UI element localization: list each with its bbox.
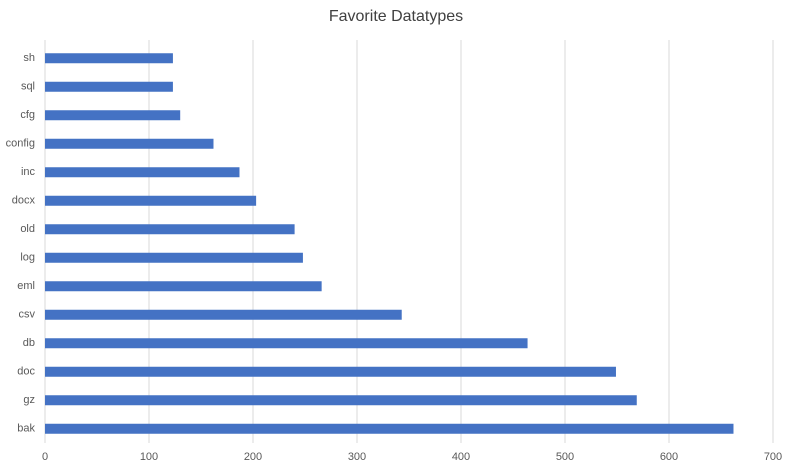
x-tick-label: 500 — [556, 451, 574, 463]
bar — [45, 252, 303, 263]
y-tick-label: csv — [19, 309, 36, 321]
y-tick-label: old — [20, 223, 35, 235]
bar — [45, 224, 295, 235]
y-tick-label: config — [6, 138, 35, 150]
x-tick-label: 300 — [348, 451, 366, 463]
bar — [45, 309, 402, 320]
bar — [45, 395, 637, 406]
y-tick-label: inc — [21, 166, 36, 178]
x-tick-label: 200 — [244, 451, 262, 463]
bar — [45, 138, 214, 149]
y-tick-label: cfg — [20, 109, 35, 121]
y-tick-label: db — [23, 337, 35, 349]
bar — [45, 195, 257, 206]
bar — [45, 423, 734, 434]
bar — [45, 338, 528, 349]
x-tick-label: 100 — [140, 451, 158, 463]
bar — [45, 281, 322, 292]
bar — [45, 53, 173, 64]
y-tick-label: sql — [21, 81, 35, 93]
bar — [45, 167, 240, 178]
y-tick-label: gz — [23, 394, 35, 406]
bar — [45, 81, 173, 92]
x-tick-label: 600 — [660, 451, 678, 463]
y-tick-label: docx — [12, 195, 36, 207]
x-tick-label: 400 — [452, 451, 470, 463]
y-tick-label: doc — [17, 366, 35, 378]
bar — [45, 366, 616, 377]
x-tick-label: 0 — [42, 451, 48, 463]
y-tick-label: eml — [17, 280, 35, 292]
y-tick-label: log — [20, 252, 35, 264]
y-tick-label: sh — [23, 52, 35, 64]
bar — [45, 110, 181, 121]
chart-title: Favorite Datatypes — [329, 8, 463, 25]
x-tick-label: 700 — [764, 451, 782, 463]
y-tick-label: bak — [17, 423, 35, 435]
